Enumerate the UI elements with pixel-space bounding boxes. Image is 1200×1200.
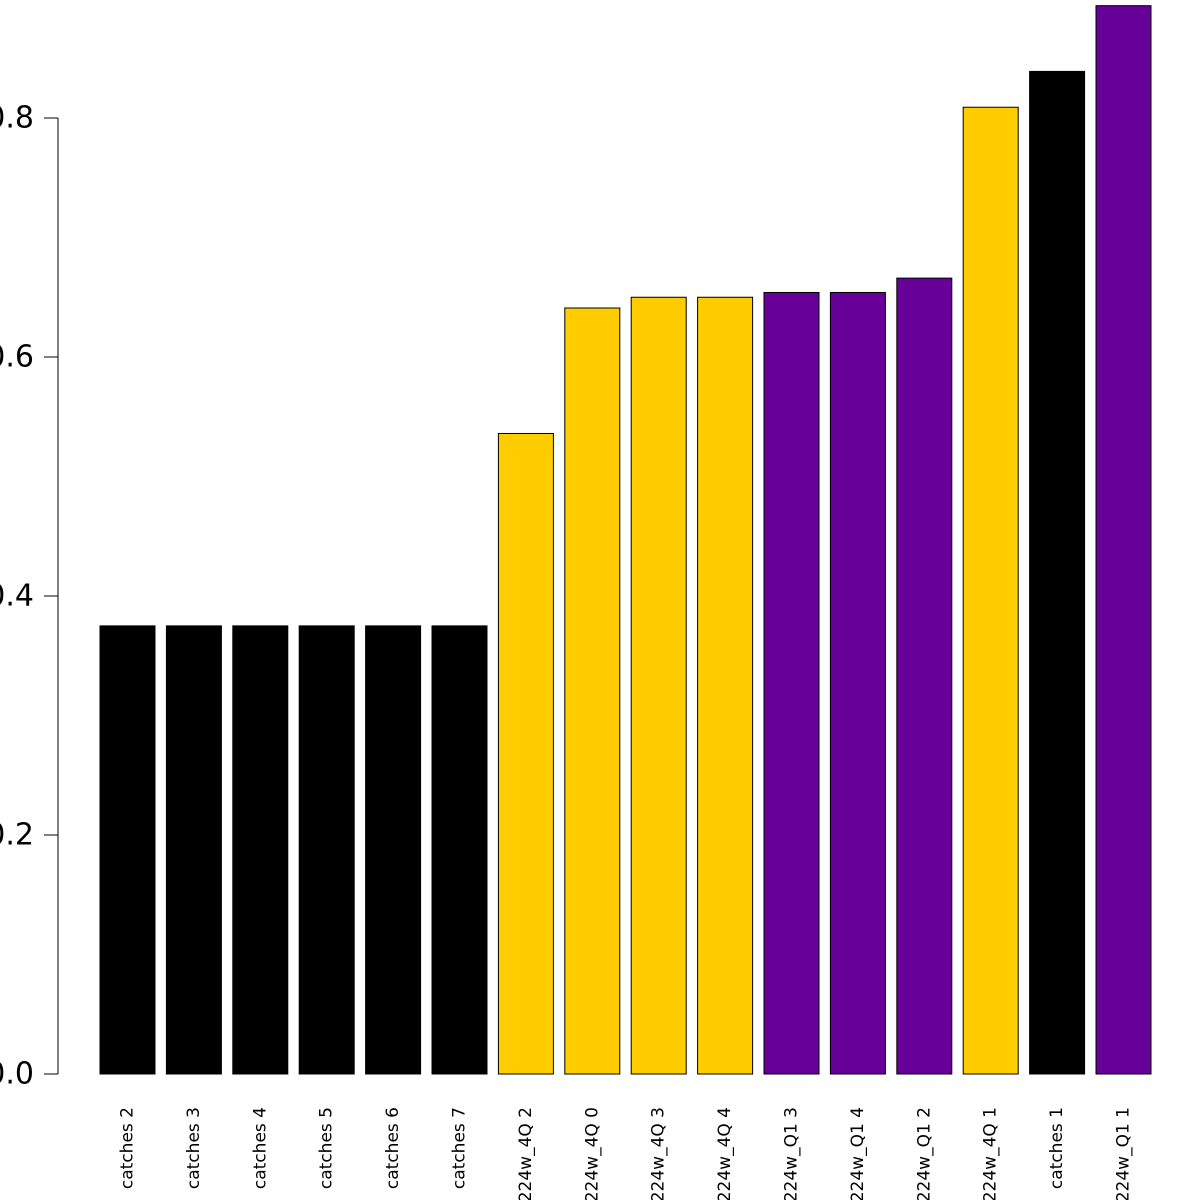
bar-9: [697, 296, 754, 1075]
bar-7: [564, 307, 621, 1075]
x-tick-label-9: 224w_4Q 4: [715, 1107, 735, 1200]
x-tick-label-15: 224w_Q1 1: [1114, 1107, 1134, 1200]
x-tick-label-11: 224w_Q1 4: [848, 1107, 868, 1200]
x-tick-label-6: 224w_4Q 2: [516, 1107, 536, 1200]
bar-1: [165, 625, 222, 1075]
bar-0: [99, 625, 156, 1075]
bar-3: [298, 625, 355, 1075]
bar-14: [1029, 70, 1086, 1075]
x-tick-label-8: 224w_4Q 3: [649, 1107, 669, 1200]
x-tick-label-14: catches 1: [1047, 1107, 1067, 1189]
y-tick-label-4: 0.8: [0, 101, 34, 136]
x-tick-label-12: 224w_Q1 2: [914, 1107, 934, 1200]
x-tick-label-2: catches 4: [250, 1107, 270, 1189]
y-tick-label-1: 0.2: [0, 818, 34, 853]
x-tick-label-7: 224w_4Q 0: [582, 1107, 602, 1200]
x-tick-label-3: catches 5: [317, 1107, 337, 1189]
bar-4: [365, 625, 422, 1075]
bar-2: [232, 625, 289, 1075]
bar-6: [497, 432, 554, 1075]
x-tick-label-5: catches 7: [450, 1107, 470, 1189]
bar-8: [630, 296, 687, 1075]
y-tick-label-2: 0.4: [0, 579, 34, 614]
x-tick-label-1: catches 3: [184, 1107, 204, 1189]
bar-5: [431, 625, 488, 1075]
x-tick-label-0: catches 2: [118, 1107, 138, 1189]
y-tick-label-3: 0.6: [0, 340, 34, 375]
bars: [99, 5, 1152, 1075]
x-axis-labels: catches 2 catches 3 catches 4 catches 5 catc…: [118, 1107, 1134, 1200]
x-tick-label-13: 224w_4Q 1: [981, 1107, 1001, 1200]
bar-12: [896, 277, 953, 1075]
bar-15: [1095, 5, 1152, 1075]
bar-10: [763, 291, 820, 1075]
x-tick-label-10: 224w_Q1 3: [782, 1107, 802, 1200]
bar-11: [829, 291, 886, 1075]
y-axis: 0.0 0.2 0.4 0.6 0.8: [0, 101, 59, 1092]
y-tick-label-0: 0.0: [0, 1057, 34, 1092]
bar-13: [962, 106, 1019, 1075]
x-tick-label-4: catches 6: [383, 1107, 403, 1189]
